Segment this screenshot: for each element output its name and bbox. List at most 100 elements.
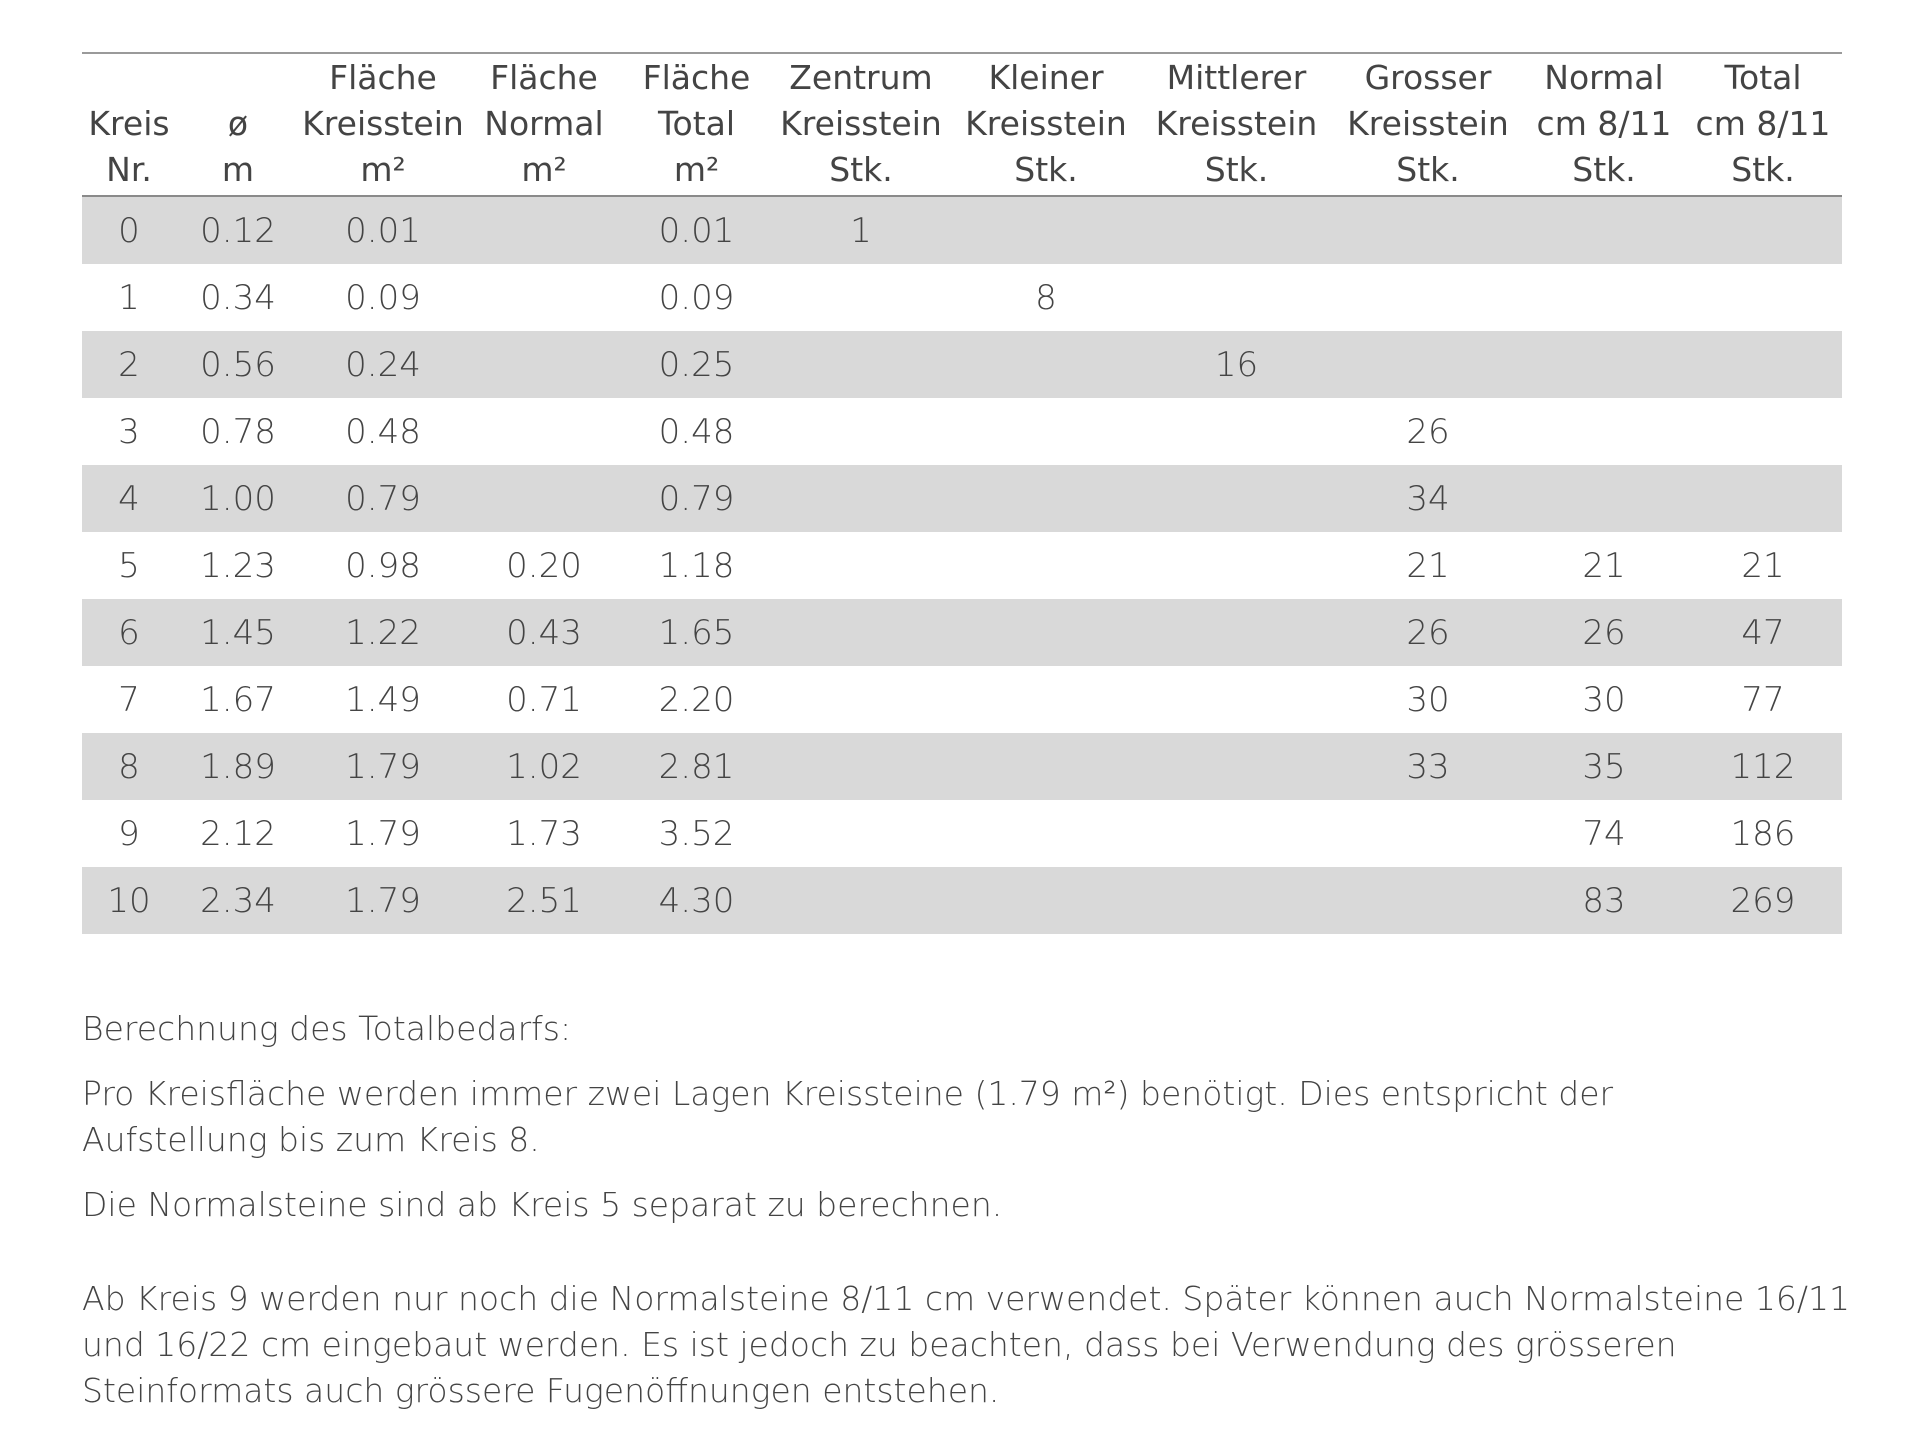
table-row: 4 1.00 0.79 0.79 34 bbox=[82, 465, 1842, 532]
table-cell: 1 bbox=[118, 277, 140, 318]
column-header: Kleiner Kreisstein Stk. bbox=[965, 58, 1127, 189]
table-row: 1 0.34 0.09 0.09 8 bbox=[82, 264, 1842, 331]
table-cell bbox=[1141, 599, 1332, 666]
table-cell: 6 bbox=[118, 612, 140, 653]
table-cell bbox=[466, 465, 622, 532]
table-cell: 1.02 bbox=[506, 746, 582, 787]
table-cell: 2 bbox=[118, 344, 140, 385]
column-header: Zentrum Kreisstein Stk. bbox=[780, 58, 942, 189]
table-cell: 7 bbox=[118, 679, 140, 720]
table-cell: 2.20 bbox=[658, 679, 735, 720]
table-cell: 33 bbox=[1406, 746, 1450, 787]
table-cell: 83 bbox=[1582, 880, 1626, 921]
table-cell bbox=[466, 264, 622, 331]
table-cell: 21 bbox=[1406, 545, 1450, 586]
table-cell: 8 bbox=[118, 746, 140, 787]
table-cell: 2.34 bbox=[200, 880, 276, 921]
table-cell: 21 bbox=[1741, 545, 1785, 586]
table-cell: 0.09 bbox=[345, 277, 421, 318]
table-cell: 1.65 bbox=[658, 612, 735, 653]
column-header: Fläche Normal m² bbox=[484, 58, 604, 189]
table-cell: 0.12 bbox=[200, 210, 276, 251]
table-cell bbox=[1141, 800, 1332, 867]
table-cell: 0.48 bbox=[345, 411, 421, 452]
stone-requirements-table: Kreis Nr. ø m Fläche Kreisstein m² Fläche N… bbox=[82, 52, 1842, 934]
table-row: 5 1.23 0.98 0.20 1.18 21 21 21 bbox=[82, 532, 1842, 599]
table-cell bbox=[771, 398, 951, 465]
notes-paragraph-3: Ab Kreis 9 werden nur noch die Normalste… bbox=[82, 1279, 1850, 1410]
table-cell: 1.23 bbox=[200, 545, 276, 586]
table-cell: 9 bbox=[118, 813, 140, 854]
notes-paragraph-2: Die Normalsteine sind ab Kreis 5 separat… bbox=[82, 1185, 1003, 1224]
table-row: 0 0.12 0.01 0.01 1 bbox=[82, 196, 1842, 264]
table-cell bbox=[1524, 465, 1684, 532]
table-cell bbox=[1141, 196, 1332, 264]
table-cell bbox=[1141, 666, 1332, 733]
table-cell bbox=[1141, 398, 1332, 465]
table-cell bbox=[771, 331, 951, 398]
table-cell bbox=[1684, 264, 1842, 331]
table-cell bbox=[1141, 867, 1332, 934]
table-row: 10 2.34 1.79 2.51 4.30 83 269 bbox=[82, 867, 1842, 934]
table-cell bbox=[1684, 398, 1842, 465]
table-cell: 0.71 bbox=[506, 679, 582, 720]
table-cell: 0.09 bbox=[658, 277, 735, 318]
table-cell bbox=[1141, 465, 1332, 532]
table-cell: 0.20 bbox=[506, 545, 582, 586]
table-cell: 3 bbox=[118, 411, 140, 452]
table-cell: 1.79 bbox=[345, 746, 421, 787]
table-cell bbox=[951, 196, 1141, 264]
table-cell bbox=[1141, 532, 1332, 599]
table-cell bbox=[466, 196, 622, 264]
table-cell bbox=[771, 532, 951, 599]
table-cell bbox=[951, 398, 1141, 465]
table-cell: 5 bbox=[118, 545, 140, 586]
table-cell bbox=[951, 666, 1141, 733]
table-cell: 1.49 bbox=[345, 679, 421, 720]
column-header: Mittlerer Kreisstein Stk. bbox=[1155, 58, 1318, 189]
column-header: Kreis Nr. bbox=[88, 104, 170, 189]
table-cell bbox=[951, 532, 1141, 599]
table-cell bbox=[1684, 196, 1842, 264]
table-cell bbox=[951, 331, 1141, 398]
table-cell: 2.51 bbox=[506, 880, 582, 921]
table-cell bbox=[951, 733, 1141, 800]
table-cell bbox=[951, 867, 1141, 934]
table-cell bbox=[1141, 733, 1332, 800]
table-row: 3 0.78 0.48 0.48 26 bbox=[82, 398, 1842, 465]
table-cell bbox=[771, 867, 951, 934]
table-cell: 77 bbox=[1741, 679, 1785, 720]
table-row: 6 1.45 1.22 0.43 1.65 26 26 47 bbox=[82, 599, 1842, 666]
table-cell: 26 bbox=[1406, 612, 1450, 653]
notes-heading: Berechnung des Totalbedarfs: bbox=[82, 1009, 572, 1048]
table-row: 7 1.67 1.49 0.71 2.20 30 30 77 bbox=[82, 666, 1842, 733]
table-cell: 112 bbox=[1730, 746, 1796, 787]
table-cell: 0.01 bbox=[345, 210, 421, 251]
column-header: Grosser Kreisstein Stk. bbox=[1347, 58, 1509, 189]
table-cell bbox=[1524, 398, 1684, 465]
table-cell: 8 bbox=[1035, 277, 1057, 318]
table-cell: 74 bbox=[1582, 813, 1626, 854]
table-cell: 1.22 bbox=[345, 612, 421, 653]
table-cell: 1.89 bbox=[200, 746, 276, 787]
table-cell: 0 bbox=[118, 210, 140, 251]
table-cell bbox=[1332, 800, 1524, 867]
table-cell: 1.73 bbox=[506, 813, 582, 854]
table-header-row: Kreis Nr. ø m Fläche Kreisstein m² Fläche N… bbox=[82, 53, 1842, 196]
table-cell: 3.52 bbox=[658, 813, 735, 854]
table-cell: 1.67 bbox=[200, 679, 276, 720]
table-cell: 21 bbox=[1582, 545, 1626, 586]
table-cell: 2.81 bbox=[658, 746, 735, 787]
table-cell: 0.34 bbox=[200, 277, 276, 318]
table-cell bbox=[1524, 331, 1684, 398]
table-cell: 30 bbox=[1582, 679, 1626, 720]
table-cell: 26 bbox=[1406, 411, 1450, 452]
table-cell: 1.79 bbox=[345, 880, 421, 921]
table-cell bbox=[771, 599, 951, 666]
table-cell: 0.56 bbox=[200, 344, 276, 385]
table-cell: 0.48 bbox=[658, 411, 735, 452]
table-cell: 0.98 bbox=[345, 545, 421, 586]
table-cell bbox=[771, 666, 951, 733]
table-row: 8 1.89 1.79 1.02 2.81 33 35 112 bbox=[82, 733, 1842, 800]
table-cell: 4 bbox=[118, 478, 140, 519]
